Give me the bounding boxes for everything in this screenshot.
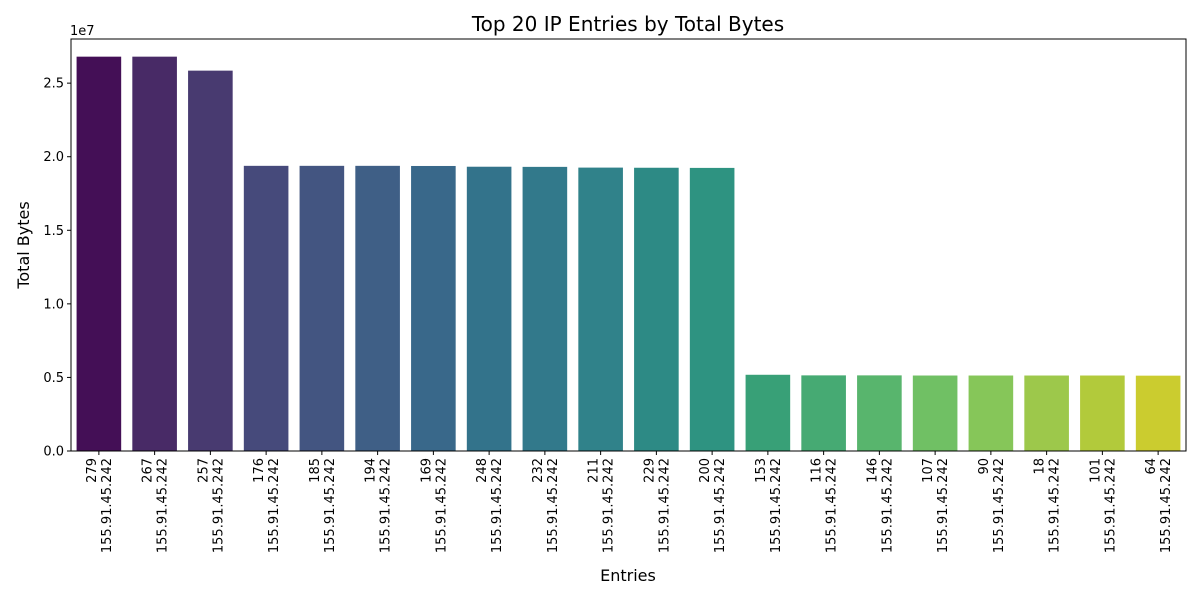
bar-64 (1135, 375, 1181, 451)
bars-group (76, 56, 1181, 452)
x-tick-label-ip: 155.91.45.242 (546, 458, 561, 553)
plot-frame (70, 38, 1187, 452)
x-tick-label-267: 267 155.91.45.242 (141, 458, 171, 553)
x-tick-label-id: 169 (419, 458, 434, 483)
x-tick-label-153: 153 155.91.45.242 (754, 458, 784, 553)
x-tick-label-id: 116 (810, 458, 825, 483)
bar-185 (299, 165, 345, 451)
x-tick-label-ip: 155.91.45.242 (1103, 458, 1118, 553)
chart-title: Top 20 IP Entries by Total Bytes (471, 12, 784, 36)
x-tick-label-107: 107 155.91.45.242 (921, 458, 951, 553)
x-tick-label-id: 101 (1088, 458, 1103, 483)
x-tick-label-185: 185 155.91.45.242 (308, 458, 338, 553)
y-tick-label: 2.0 (43, 150, 64, 165)
x-tick-label-id: 232 (531, 458, 546, 483)
y-axis: 0.0 0.5 1.0 1.5 2.0 2.5 (43, 77, 71, 460)
x-tick-label-ip: 155.91.45.242 (100, 458, 115, 553)
x-tick-label-ip: 155.91.45.242 (211, 458, 226, 553)
x-tick-label-211: 211 155.91.45.242 (587, 458, 617, 553)
x-tick-label-ip: 155.91.45.242 (713, 458, 728, 553)
x-tick-label-ip: 155.91.45.242 (1048, 458, 1063, 553)
bar-267 (132, 56, 177, 451)
bar-194 (355, 165, 400, 451)
bar-90 (968, 375, 1014, 451)
bar-116 (801, 375, 846, 451)
x-tick-label-id: 257 (196, 458, 211, 483)
x-tick-label-id: 18 (1033, 458, 1048, 475)
x-axis-label: Entries (600, 566, 656, 585)
x-tick-label-id: 176 (252, 458, 267, 483)
bar-248 (466, 166, 512, 451)
x-tick-label-id: 90 (977, 458, 992, 475)
bar-176 (243, 165, 289, 451)
x-tick-label-ip: 155.91.45.242 (490, 458, 505, 553)
x-tick-label-169: 169 155.91.45.242 (419, 458, 449, 553)
x-tick-label-ip: 155.91.45.242 (992, 458, 1007, 553)
x-tick-label-194: 194 155.91.45.242 (364, 458, 394, 553)
y-tick-label: 1.5 (43, 224, 64, 239)
x-axis: 279 155.91.45.242 267 155.91.45.242 257 155.9… (85, 451, 1174, 553)
x-tick-label-116: 116 155.91.45.242 (810, 458, 840, 553)
y-axis-scale-label: 1e7 (70, 24, 95, 39)
bar-146 (857, 375, 902, 451)
bar-229 (634, 167, 679, 451)
bar-169 (411, 165, 456, 452)
x-tick-label-ip: 155.91.45.242 (323, 458, 338, 553)
x-tick-label-ip: 155.91.45.242 (434, 458, 449, 553)
bar-211 (578, 167, 623, 451)
x-tick-label-ip: 155.91.45.242 (880, 458, 895, 553)
x-tick-label-18: 18 155.91.45.242 (1033, 458, 1063, 553)
x-tick-label-64: 64 155.91.45.242 (1144, 458, 1174, 553)
x-tick-label-ip: 155.91.45.242 (769, 458, 784, 553)
bar-107 (912, 375, 958, 451)
x-tick-label-id: 185 (308, 458, 323, 483)
x-tick-label-90: 90 155.91.45.242 (977, 458, 1007, 553)
x-tick-label-257: 257 155.91.45.242 (196, 458, 226, 553)
y-tick-label: 1.0 (43, 297, 64, 312)
x-tick-label-id: 146 (865, 458, 880, 483)
x-tick-label-id: 229 (642, 458, 657, 483)
bar-257 (188, 70, 233, 451)
bar-18 (1024, 375, 1069, 451)
y-tick-label: 0.0 (43, 445, 64, 460)
y-axis-label: Total Bytes (14, 201, 33, 289)
x-tick-label-279: 279 155.91.45.242 (85, 458, 115, 553)
x-tick-label-id: 107 (921, 458, 936, 483)
x-tick-label-ip: 155.91.45.242 (1159, 458, 1174, 553)
x-tick-label-id: 194 (364, 458, 379, 483)
bar-101 (1080, 375, 1125, 451)
x-tick-label-ip: 155.91.45.242 (825, 458, 840, 553)
x-tick-label-ip: 155.91.45.242 (267, 458, 282, 553)
x-tick-label-248: 248 155.91.45.242 (475, 458, 505, 553)
bar-232 (522, 166, 568, 451)
bar-153 (745, 374, 791, 451)
x-tick-label-id: 248 (475, 458, 490, 483)
y-tick-label: 2.5 (43, 77, 64, 92)
x-tick-label-229: 229 155.91.45.242 (642, 458, 672, 553)
x-tick-label-id: 211 (587, 458, 602, 483)
x-tick-label-id: 153 (754, 458, 769, 483)
x-tick-label-ip: 155.91.45.242 (936, 458, 951, 553)
bar-200 (689, 167, 735, 451)
x-tick-label-id: 64 (1144, 458, 1159, 475)
x-tick-label-ip: 155.91.45.242 (379, 458, 394, 553)
x-tick-label-ip: 155.91.45.242 (602, 458, 617, 553)
bar-279 (76, 56, 122, 451)
x-tick-label-200: 200 155.91.45.242 (698, 458, 728, 553)
y-tick-label: 0.5 (43, 371, 64, 386)
x-tick-label-id: 200 (698, 458, 713, 483)
x-tick-label-ip: 155.91.45.242 (657, 458, 672, 553)
x-tick-label-id: 279 (85, 458, 100, 483)
x-tick-label-146: 146 155.91.45.242 (865, 458, 895, 553)
x-tick-label-176: 176 155.91.45.242 (252, 458, 282, 553)
x-tick-label-232: 232 155.91.45.242 (531, 458, 561, 553)
x-tick-label-ip: 155.91.45.242 (156, 458, 171, 553)
x-tick-label-id: 267 (141, 458, 156, 483)
x-tick-label-101: 101 155.91.45.242 (1088, 458, 1118, 553)
